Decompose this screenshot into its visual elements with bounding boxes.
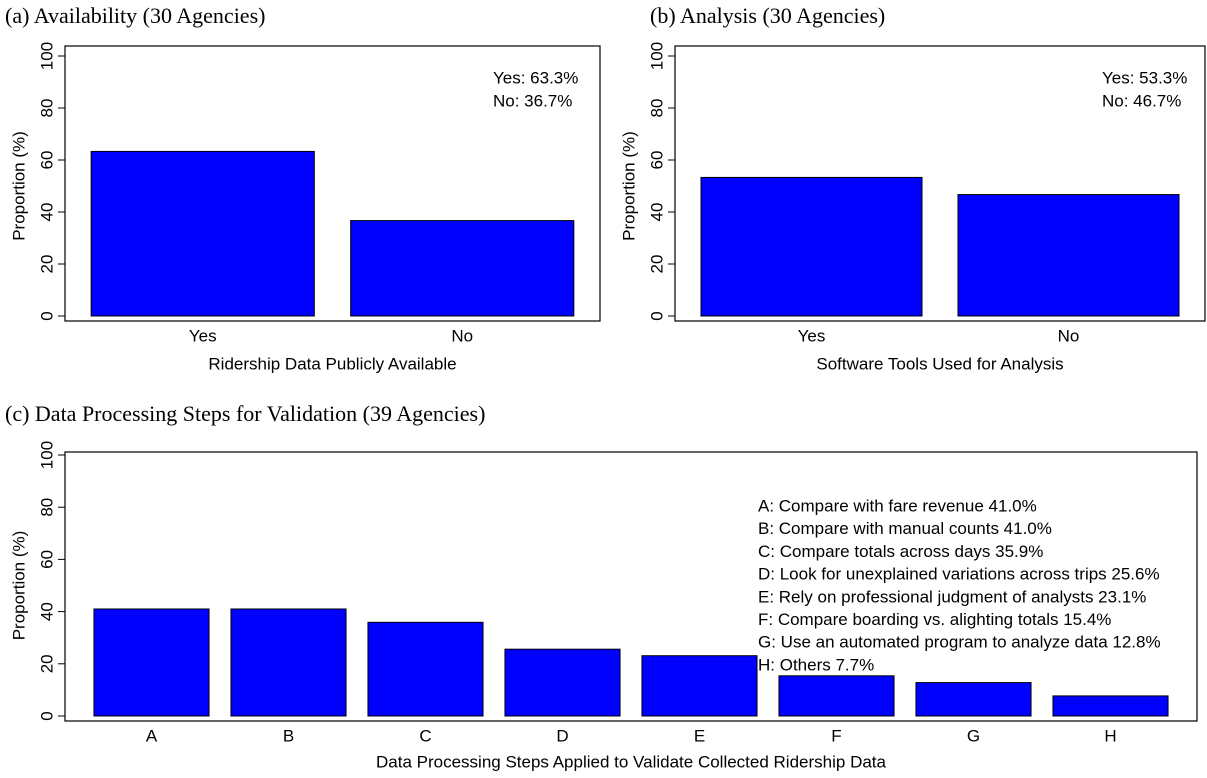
y-tick-label: 100 xyxy=(37,42,56,70)
annotation: E: Rely on professional judgment of anal… xyxy=(758,587,1146,606)
annotation: H: Others 7.7% xyxy=(758,655,874,674)
x-tick-label: E xyxy=(694,726,705,745)
bar xyxy=(641,655,758,717)
bar xyxy=(957,194,1180,317)
bar xyxy=(367,621,484,717)
x-tick-label: D xyxy=(556,726,568,745)
annotation: C: Compare totals across days 35.9% xyxy=(758,542,1043,561)
y-tick-label: 20 xyxy=(647,255,666,274)
x-tick-label: C xyxy=(419,726,431,745)
x-tick-label: Yes xyxy=(189,326,217,345)
y-tick-label: 40 xyxy=(37,203,56,222)
y-axis-label: Proportion (%) xyxy=(9,531,28,641)
bar xyxy=(90,150,315,317)
x-axis-label: Software Tools Used for Analysis xyxy=(816,354,1063,373)
x-tick-label: No xyxy=(1058,326,1080,345)
x-tick-label: F xyxy=(831,726,841,745)
y-tick-label: 40 xyxy=(647,203,666,222)
x-tick-label: B xyxy=(283,726,294,745)
annotation: Yes: 53.3% xyxy=(1102,68,1187,87)
x-axis-label: Ridership Data Publicly Available xyxy=(208,354,456,373)
bar xyxy=(93,608,210,717)
y-tick-label: 20 xyxy=(37,255,56,274)
y-axis-label: Proportion (%) xyxy=(9,131,28,241)
x-tick-label: A xyxy=(146,726,158,745)
annotation: No: 46.7% xyxy=(1102,91,1181,110)
y-tick-label: 80 xyxy=(37,498,56,517)
y-tick-label: 80 xyxy=(37,99,56,118)
annotation: D: Look for unexplained variations acros… xyxy=(758,565,1160,584)
bar xyxy=(504,648,621,717)
x-axis-label: Data Processing Steps Applied to Validat… xyxy=(376,752,887,771)
x-tick-label: No xyxy=(451,326,473,345)
annotation: G: Use an automated program to analyze d… xyxy=(758,633,1161,652)
y-tick-label: 20 xyxy=(37,654,56,673)
y-tick-label: 60 xyxy=(37,151,56,170)
annotation: A: Compare with fare revenue 41.0% xyxy=(758,496,1037,515)
y-tick-label: 80 xyxy=(647,99,666,118)
panel-title: (a) Availability (30 Agencies) xyxy=(5,3,265,28)
y-tick-label: 40 xyxy=(37,602,56,621)
plot-frame xyxy=(64,451,1198,722)
panel-title: (b) Analysis (30 Agencies) xyxy=(650,3,885,28)
plot-frame xyxy=(674,45,1206,322)
annotation: No: 36.7% xyxy=(493,91,572,110)
y-tick-label: 100 xyxy=(647,42,666,70)
panel-title: (c) Data Processing Steps for Validation… xyxy=(5,401,485,426)
bar xyxy=(778,675,895,717)
x-tick-label: G xyxy=(967,726,980,745)
x-tick-label: H xyxy=(1104,726,1116,745)
y-tick-label: 0 xyxy=(647,311,666,320)
bar xyxy=(700,176,923,317)
y-axis-label: Proportion (%) xyxy=(619,131,638,241)
x-tick-label: Yes xyxy=(798,326,826,345)
y-tick-label: 100 xyxy=(37,441,56,469)
annotation: B: Compare with manual counts 41.0% xyxy=(758,519,1052,538)
annotation: F: Compare boarding vs. alighting totals… xyxy=(758,610,1111,629)
bar xyxy=(230,608,347,717)
bar xyxy=(350,220,575,317)
y-tick-label: 0 xyxy=(37,311,56,320)
bar xyxy=(1052,695,1169,717)
annotation: Yes: 63.3% xyxy=(493,68,578,87)
y-tick-label: 60 xyxy=(647,151,666,170)
bar xyxy=(915,682,1032,717)
plot-frame xyxy=(64,45,601,322)
y-tick-label: 0 xyxy=(37,711,56,720)
y-tick-label: 60 xyxy=(37,550,56,569)
